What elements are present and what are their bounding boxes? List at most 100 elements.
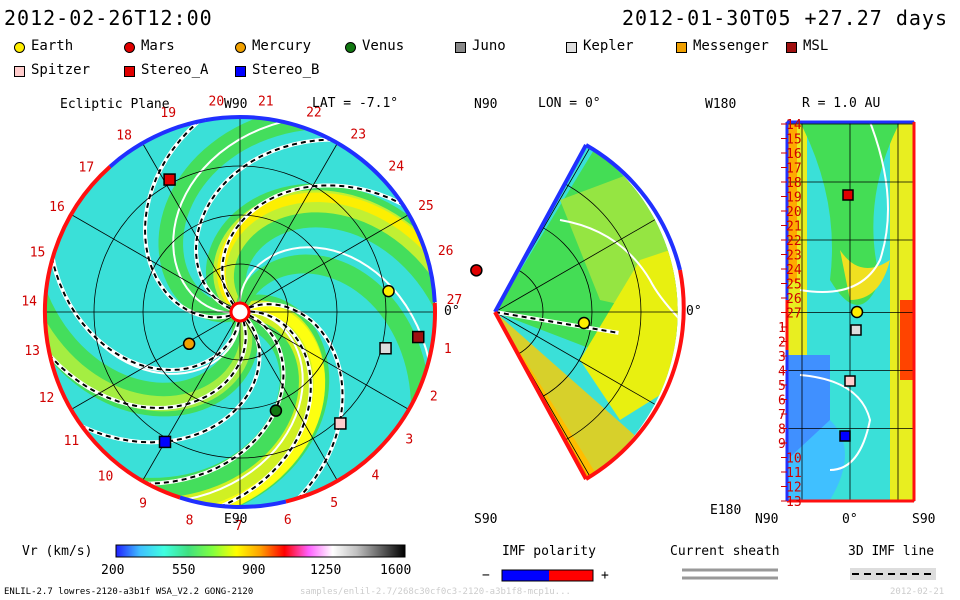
legend-label-kepler: Kepler (583, 38, 634, 54)
meridional-n90: N90 (474, 97, 498, 112)
w90-label: W90 (224, 97, 248, 112)
imf-polarity-arc (43, 165, 181, 500)
ecliptic-imf-line (248, 303, 344, 507)
carrington-tick-25: 25 (418, 199, 434, 214)
ecliptic-imf-line (184, 310, 312, 507)
legend-swatch-mars (124, 42, 135, 53)
legend-swatch-earth (14, 42, 25, 53)
ecliptic-stream (98, 300, 326, 507)
legend-label-msl: MSL (803, 38, 829, 54)
radial-w180: W180 (705, 97, 737, 112)
legend-label-juno: Juno (472, 38, 506, 54)
carrington-tick-9: 9 (139, 497, 147, 512)
legend-label-stereo_a: Stereo_A (141, 62, 209, 78)
imf-polarity-arc (179, 495, 287, 509)
radial-row-10: 10 (786, 452, 802, 467)
imf-polarity-arc (108, 118, 206, 169)
meridional-grid-spoke (495, 311, 669, 413)
radial-row-21: 21 (786, 220, 802, 235)
ecliptic-stream (235, 254, 431, 475)
body-stereo_b (158, 435, 172, 449)
carrington-tick-3: 3 (405, 433, 413, 448)
carrington-tick-5: 5 (330, 496, 338, 511)
radial-row-19: 19 (786, 191, 802, 206)
legend-label-spitzer: Spitzer (31, 62, 91, 78)
radial-map (787, 122, 914, 501)
radial-row-27: 27 (786, 307, 802, 322)
radial-row-22: 22 (786, 234, 802, 249)
radial-row-16: 16 (786, 147, 802, 162)
carrington-tick-21: 21 (258, 94, 274, 109)
radial-stereo-a (842, 189, 854, 201)
radial-row-18: 18 (786, 176, 802, 191)
radial-stereo-b (839, 430, 851, 442)
colorbar-tick-1250: 1250 (310, 563, 342, 578)
radial-row-15: 15 (786, 133, 802, 148)
radial-row-23: 23 (786, 249, 802, 264)
ecliptic-field-line (172, 117, 312, 314)
imf-title: IMF polarity (502, 544, 596, 559)
ecliptic-title: Ecliptic Plane (60, 97, 170, 112)
colorbar-tick-550: 550 (172, 563, 196, 578)
body-mars (470, 264, 483, 277)
radial-row-11: 11 (786, 466, 802, 481)
radial-s90: S90 (912, 512, 936, 527)
ecliptic-field-line (157, 311, 304, 504)
radial-row-14: 14 (786, 118, 802, 133)
carrington-tick-15: 15 (30, 246, 46, 261)
colorbar-tick-200: 200 (101, 563, 125, 578)
radial-row-8: 8 (778, 423, 786, 438)
radial-kepler (850, 324, 862, 336)
colorbar-tick-900: 900 (242, 563, 266, 578)
body-msl (411, 330, 425, 344)
radial-row-24: 24 (786, 263, 802, 278)
carrington-tick-10: 10 (98, 470, 114, 485)
body-venus (269, 404, 283, 417)
radial-n90: N90 (755, 512, 779, 527)
legend-swatch-msl (786, 42, 797, 53)
carrington-tick-13: 13 (24, 344, 40, 359)
body-kepler (379, 342, 392, 355)
radial-row-20: 20 (786, 205, 802, 220)
e90-label: E90 (224, 512, 248, 527)
body-stereo_a (163, 173, 176, 186)
carrington-tick-17: 17 (79, 160, 95, 175)
colorbar-label: Vr (km/s) (22, 544, 93, 559)
carrington-tick-8: 8 (186, 513, 194, 528)
carrington-tick-18: 18 (116, 128, 132, 143)
legend-swatch-venus (345, 42, 356, 53)
carrington-tick-19: 19 (160, 106, 176, 121)
carrington-tick-12: 12 (39, 391, 55, 406)
colorbar-tick-1600: 1600 (380, 563, 412, 578)
ecliptic-imf-line (144, 117, 231, 319)
ecliptic-stream (158, 117, 388, 323)
legend-swatch-messenger (676, 42, 687, 53)
radial-row-26: 26 (786, 292, 802, 307)
legend-label-earth: Earth (31, 38, 74, 54)
radial-row-25: 25 (786, 278, 802, 293)
current-sheath-title: Current sheath (670, 544, 780, 559)
imf-neg-swatch (502, 570, 549, 581)
radial-zero: 0° (842, 512, 858, 527)
ecliptic-imf-line (195, 138, 370, 310)
carrington-tick-20: 20 (209, 95, 225, 110)
carrington-tick-16: 16 (49, 200, 65, 215)
meridional-edge (493, 144, 588, 313)
radial-e180: E180 (710, 503, 742, 518)
radial-title: R = 1.0 AU (802, 96, 881, 111)
imf-line-title: 3D IMF line (848, 544, 935, 559)
model-time: 2012-02-26T12:00 (4, 6, 213, 30)
meridional-polarity (584, 269, 686, 481)
meridional-edge (493, 311, 588, 480)
meridional-grid-spoke (495, 211, 669, 313)
radial-row-12: 12 (786, 481, 802, 496)
carrington-tick-7: 7 (235, 519, 243, 534)
ecliptic-imf-line (221, 184, 435, 306)
carrington-tick-14: 14 (21, 294, 37, 309)
carrington-tick-2: 2 (430, 390, 438, 405)
meridional-title: LON = 0° (538, 96, 601, 111)
sun-icon (229, 301, 251, 323)
legend-label-stereo_b: Stereo_B (252, 62, 320, 78)
footer-date: 2012-02-21 (890, 587, 945, 597)
